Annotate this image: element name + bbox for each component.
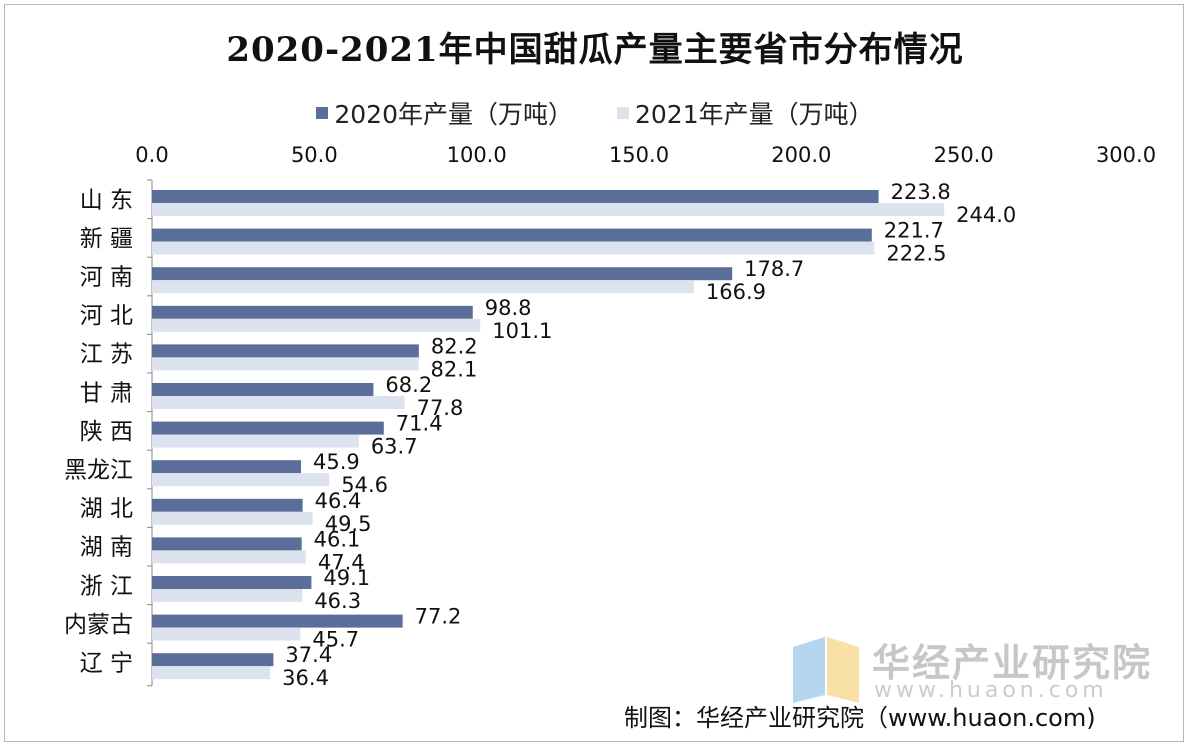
- watermark-url: www.huaon.com: [874, 678, 1108, 703]
- category-label: 湖 北: [80, 496, 133, 522]
- data-label-2020: 46.4: [315, 489, 362, 513]
- data-label-2020: 71.4: [396, 412, 443, 436]
- data-label-2020: 98.8: [485, 296, 532, 320]
- legend-label-2020: 2020年产量（万吨）: [334, 100, 573, 129]
- bar-2020: [152, 383, 374, 396]
- source-note: 制图：华经产业研究院（www.huaon.com): [624, 704, 1096, 732]
- bar-2021: [152, 357, 419, 371]
- data-label-2021: 63.7: [371, 435, 418, 459]
- category-label: 河 南: [80, 265, 133, 291]
- legend-item-2021: 2021年产量（万吨）: [617, 95, 874, 131]
- legend-swatch-2021: [617, 107, 629, 119]
- data-label-2020: 77.2: [415, 605, 462, 629]
- category-label: 陕 西: [80, 419, 133, 445]
- category-label: 江 苏: [80, 342, 133, 368]
- x-tick-label: 0.0: [135, 143, 168, 167]
- x-tick-label: 100.0: [447, 143, 507, 167]
- category-label: 浙 江: [80, 573, 133, 599]
- bar-2021: [152, 280, 694, 294]
- category-label: 湖 南: [80, 535, 133, 561]
- bar-2020: [152, 421, 384, 435]
- data-label-2020: 68.2: [385, 373, 432, 397]
- bar-2020: [152, 614, 403, 628]
- category-label: 甘 肃: [80, 380, 133, 406]
- bar-2021: [152, 241, 875, 255]
- x-tick-label: 300.0: [1096, 143, 1156, 167]
- category-label: 内蒙古: [64, 612, 133, 638]
- bar-2020: [152, 228, 872, 242]
- category-label: 山 东: [80, 187, 133, 213]
- bar-2021: [152, 434, 359, 448]
- data-label-2020: 221.7: [884, 219, 944, 243]
- data-label-2020: 37.4: [285, 643, 332, 667]
- bar-2020: [152, 537, 302, 551]
- chart-title: 2020-2021年中国甜瓜产量主要省市分布情况: [226, 30, 964, 70]
- bar-2021: [152, 666, 271, 680]
- bar-2021: [152, 589, 303, 602]
- bar-2021: [152, 627, 301, 641]
- data-label-2021: 36.4: [282, 666, 329, 690]
- bar-2020: [152, 190, 879, 203]
- data-label-2021: 54.6: [341, 473, 388, 497]
- bar-2020: [152, 267, 733, 281]
- data-label-2021: 82.1: [431, 357, 478, 381]
- data-label-2021: 45.7: [312, 628, 359, 652]
- legend-swatch-2020: [316, 107, 329, 119]
- watermark-name: 华经产业研究院: [872, 641, 1153, 685]
- bar-2020: [152, 498, 303, 512]
- data-label-2020: 45.9: [313, 450, 360, 474]
- x-tick-label: 200.0: [771, 143, 831, 167]
- legend-label-2021: 2021年产量（万吨）: [635, 100, 874, 129]
- data-label-2021: 47.4: [318, 550, 365, 574]
- x-tick-label: 150.0: [609, 143, 669, 167]
- data-label-2021: 49.5: [325, 512, 372, 536]
- bar-2021: [152, 473, 330, 487]
- category-label: 河 北: [80, 303, 133, 329]
- data-label-2020: 82.2: [431, 334, 478, 358]
- bar-2020: [152, 305, 473, 319]
- data-label-2021: 77.8: [417, 396, 464, 420]
- x-tick-label: 250.0: [934, 143, 994, 167]
- bar-2021: [152, 511, 313, 525]
- bar-2020: [152, 344, 419, 358]
- x-tick-label: 50.0: [291, 143, 338, 167]
- bar-2021: [152, 396, 405, 409]
- bar-2021: [152, 203, 945, 216]
- category-label: 黑龙江: [64, 458, 133, 484]
- data-label-2020: 178.7: [744, 257, 804, 281]
- category-label: 辽 宁: [80, 651, 133, 677]
- data-label-2020: 49.1: [323, 566, 370, 590]
- data-label-2020: 223.8: [891, 180, 951, 204]
- bar-2020: [152, 576, 312, 589]
- legend-item-2020: 2020年产量（万吨）: [316, 95, 573, 131]
- data-label-2021: 244.0: [956, 203, 1016, 227]
- data-label-2020: 46.1: [314, 527, 361, 551]
- bar-2020: [152, 653, 274, 667]
- bar-2020: [152, 460, 302, 474]
- category-label: 新 疆: [80, 226, 133, 252]
- data-label-2021: 46.3: [314, 589, 361, 613]
- chart-legend: 2020年产量（万吨） 2021年产量（万吨）: [0, 96, 1190, 130]
- bar-2021: [152, 550, 306, 564]
- data-label-2021: 166.9: [706, 280, 766, 304]
- data-label-2021: 222.5: [886, 242, 946, 266]
- data-label-2021: 101.1: [492, 319, 552, 343]
- bar-2021: [152, 318, 481, 332]
- huaon-logo-icon: [793, 637, 859, 703]
